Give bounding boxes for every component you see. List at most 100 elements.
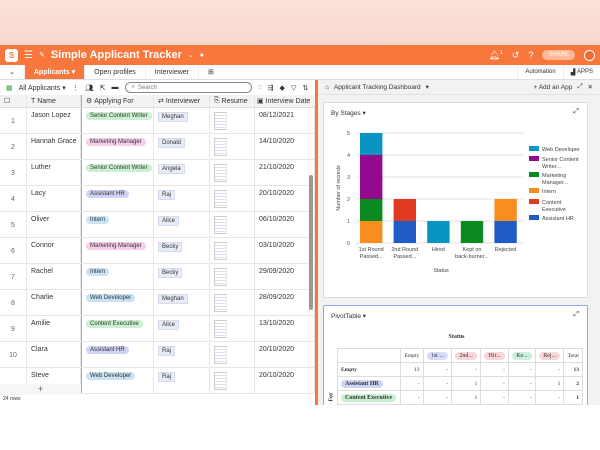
- resume-thumbnail[interactable]: [214, 138, 227, 156]
- bar-segment[interactable]: [360, 155, 383, 199]
- resume-cell[interactable]: [210, 186, 255, 211]
- resume-cell[interactable]: [210, 264, 255, 289]
- column-header-resume[interactable]: ⎘ Resume: [210, 95, 255, 107]
- share-button[interactable]: SHARE: [542, 50, 575, 60]
- color-icon[interactable]: ◆: [279, 84, 285, 92]
- interviewer-cell[interactable]: Meghan: [154, 108, 210, 133]
- tab-open-profiles[interactable]: Open profiles: [85, 65, 146, 79]
- form-icon[interactable]: ▬: [111, 84, 119, 91]
- resume-thumbnail[interactable]: [214, 164, 227, 182]
- name-cell[interactable]: Luther: [27, 160, 81, 185]
- resume-thumbnail[interactable]: [214, 346, 227, 364]
- bar-segment[interactable]: [427, 221, 450, 243]
- add-row-button[interactable]: +: [0, 384, 81, 395]
- legend-label[interactable]: Assistant HR: [542, 216, 574, 222]
- name-cell[interactable]: Lacy: [27, 186, 81, 211]
- name-cell[interactable]: Connor: [27, 238, 81, 263]
- help-icon[interactable]: ?: [528, 50, 534, 60]
- interviewer-cell[interactable]: Becky: [154, 238, 210, 263]
- resume-thumbnail[interactable]: [214, 294, 227, 312]
- applying-for-cell[interactable]: Assistant HR: [81, 186, 154, 211]
- applying-for-cell[interactable]: Senior Content Writer: [81, 108, 154, 133]
- expand-icon[interactable]: ⤢: [573, 311, 579, 318]
- select-all-checkbox[interactable]: ☐: [0, 95, 27, 107]
- applying-for-cell[interactable]: Assistant HR: [81, 342, 154, 367]
- apps-button[interactable]: ▟ APPS: [562, 65, 600, 79]
- legend-label[interactable]: Manager...: [542, 180, 568, 186]
- resume-thumbnail[interactable]: [214, 372, 227, 390]
- table-row[interactable]: 1 Jason Lopez Senior Content Writer Megh…: [0, 108, 315, 134]
- resume-thumbnail[interactable]: [214, 216, 227, 234]
- vertical-scrollbar[interactable]: [309, 175, 313, 310]
- applying-for-cell[interactable]: Web Developer: [81, 290, 154, 315]
- name-cell[interactable]: Charlie: [27, 290, 81, 315]
- panel-resize-handle[interactable]: [315, 80, 318, 405]
- interview-date-cell[interactable]: 03/10/2020: [255, 238, 315, 263]
- pivot-title[interactable]: PivotTable ▾: [331, 313, 367, 320]
- resume-cell[interactable]: [210, 290, 255, 315]
- legend-label[interactable]: Executive: [542, 207, 566, 213]
- table-row[interactable]: 5 Oliver Intern Alice 06/10/2020: [0, 212, 315, 238]
- column-header-applying-for[interactable]: ⚙ Applying For: [81, 95, 154, 107]
- resume-thumbnail[interactable]: [214, 268, 227, 286]
- applying-for-cell[interactable]: Web Developer: [81, 368, 154, 393]
- resume-cell[interactable]: [210, 342, 255, 367]
- table-row[interactable]: 4 Lacy Assistant HR Raj 20/10/2020: [0, 186, 315, 212]
- info-icon[interactable]: ●: [199, 51, 204, 59]
- chart-title[interactable]: By Stages ▾: [331, 110, 366, 117]
- chevron-down-icon[interactable]: ⌄: [187, 52, 194, 59]
- expand-icon[interactable]: ⤢: [577, 83, 583, 90]
- applying-for-cell[interactable]: Content Executive: [81, 316, 154, 341]
- resume-cell[interactable]: [210, 134, 255, 159]
- interviewer-cell[interactable]: Raj: [154, 186, 210, 211]
- resume-cell[interactable]: [210, 108, 255, 133]
- table-row[interactable]: Steve Web Developer Raj 20/10/2020: [0, 368, 315, 394]
- resume-thumbnail[interactable]: [214, 190, 227, 208]
- interview-date-cell[interactable]: 21/10/2020: [255, 160, 315, 185]
- bell-icon[interactable]: 🔔︎1: [488, 49, 503, 60]
- interviewer-cell[interactable]: Angela: [154, 160, 210, 185]
- table-row[interactable]: 7 Rachel Intern Becky 29/09/2020: [0, 264, 315, 290]
- table-row[interactable]: 9 Amilie Content Executive Alice 13/10/2…: [0, 316, 315, 342]
- table-row[interactable]: 2 Hannah Grace Marketing Manager Donald …: [0, 134, 315, 160]
- column-header-name[interactable]: T Name: [27, 95, 81, 107]
- bar-segment[interactable]: [360, 199, 383, 221]
- name-cell[interactable]: Clara: [27, 342, 81, 367]
- column-header-interview-date[interactable]: ▣ Interview Date: [257, 97, 311, 106]
- interview-date-cell[interactable]: 08/12/2021: [255, 108, 315, 133]
- legend-label[interactable]: Web Developer: [542, 147, 580, 153]
- name-cell[interactable]: Rachel: [27, 264, 81, 289]
- resume-thumbnail[interactable]: [214, 242, 227, 260]
- interview-date-cell[interactable]: 20/10/2020: [255, 342, 315, 367]
- resume-cell[interactable]: [210, 212, 255, 237]
- bar-segment[interactable]: [460, 221, 484, 243]
- tab-interviewer[interactable]: Interviewer: [146, 65, 200, 79]
- resume-cell[interactable]: [210, 160, 255, 185]
- bar-segment[interactable]: [494, 199, 517, 221]
- bar-segment[interactable]: [360, 221, 383, 243]
- applying-for-cell[interactable]: Marketing Manager: [81, 238, 154, 263]
- resume-cell[interactable]: [210, 316, 255, 341]
- interview-date-cell[interactable]: 13/10/2020: [255, 316, 315, 341]
- hide-fields-icon[interactable]: ◌: [257, 84, 262, 91]
- group-icon[interactable]: ⇶: [267, 84, 274, 92]
- interviewer-cell[interactable]: Meghan: [154, 290, 210, 315]
- name-cell[interactable]: Hannah Grace: [27, 134, 81, 159]
- interview-date-cell[interactable]: 06/10/2020: [255, 212, 315, 237]
- resume-cell[interactable]: [210, 238, 255, 263]
- view-selector[interactable]: All Applicants ▾: [18, 84, 66, 92]
- column-header-interviewer[interactable]: ⇄ Interviewer: [154, 95, 210, 107]
- applying-for-cell[interactable]: Intern: [81, 212, 154, 237]
- legend-label[interactable]: Content: [542, 200, 562, 206]
- name-cell[interactable]: Amilie: [27, 316, 81, 341]
- legend-label[interactable]: Writer...: [542, 164, 561, 170]
- interview-date-cell[interactable]: 29/09/2020: [255, 264, 315, 289]
- bar-segment[interactable]: [360, 133, 383, 155]
- name-cell[interactable]: Oliver: [27, 212, 81, 237]
- sort-icon[interactable]: ⇅: [302, 84, 309, 92]
- tab-applicants[interactable]: Applicants ▾: [24, 65, 86, 79]
- table-row[interactable]: 6 Connor Marketing Manager Becky 03/10/2…: [0, 238, 315, 264]
- search-input[interactable]: ⌕ Search: [124, 82, 252, 93]
- collaborators-icon[interactable]: 👥︎: [84, 84, 94, 92]
- interview-date-cell[interactable]: 14/10/2020: [255, 134, 315, 159]
